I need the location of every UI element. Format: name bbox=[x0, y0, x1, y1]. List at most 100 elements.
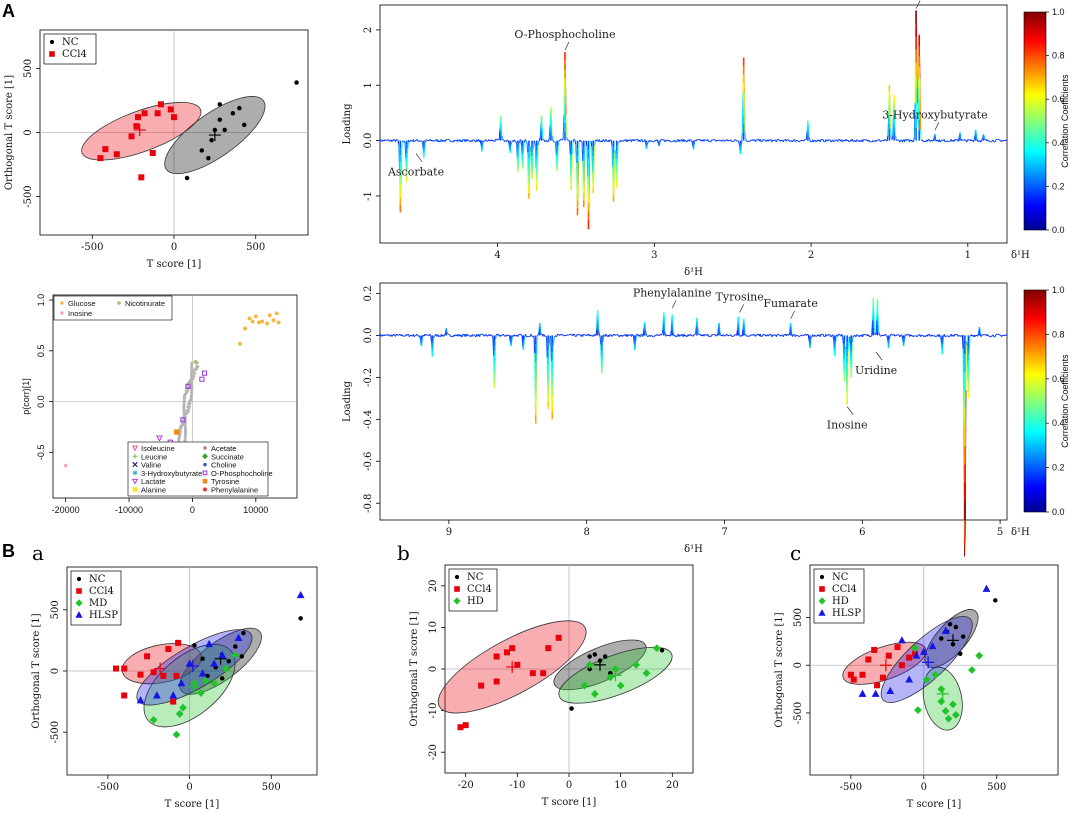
colorbar-tick-label: 0.4 bbox=[1052, 138, 1065, 148]
trace-segment bbox=[803, 139, 806, 141]
x-tick-label: -10 bbox=[509, 780, 525, 791]
x-tick-label: 2 bbox=[808, 250, 814, 261]
point-HLSP bbox=[928, 641, 937, 650]
x-tick-label: 10000 bbox=[243, 505, 268, 515]
trace-segment bbox=[641, 139, 644, 143]
trace-segment bbox=[949, 140, 951, 142]
trace-segment bbox=[473, 334, 476, 336]
trace-segment bbox=[859, 334, 862, 337]
point-MD bbox=[201, 676, 210, 685]
trace-segment bbox=[644, 139, 646, 143]
trace-segment bbox=[479, 334, 481, 337]
y-axis-label: Orthogonal T score [1] bbox=[31, 613, 42, 728]
trace-segment bbox=[477, 334, 479, 337]
trace-segment bbox=[566, 137, 568, 141]
annotation-leader bbox=[915, 0, 921, 9]
trace-segment bbox=[659, 334, 661, 337]
trace-segment bbox=[482, 140, 485, 143]
trace-segment bbox=[665, 139, 667, 143]
legend-marker-Leucine bbox=[132, 454, 138, 459]
y-tick-label: 0.5 bbox=[36, 345, 46, 358]
trace-segment bbox=[552, 337, 555, 346]
annotation-leader bbox=[415, 153, 423, 162]
background-variable-point bbox=[183, 427, 187, 431]
loading-trace bbox=[379, 10, 1008, 230]
trace-segment bbox=[855, 140, 857, 143]
trace-segment bbox=[498, 129, 501, 140]
trace-segment bbox=[800, 139, 802, 142]
trace-segment bbox=[557, 140, 560, 146]
point-HD bbox=[941, 707, 950, 715]
trace-segment bbox=[741, 92, 744, 133]
loading-plot-A_loading_top: 4 3 2 1 -1 0.0 1 2 δ¹H Loading δ¹H O-Phosphocholine… bbox=[342, 0, 1030, 278]
trace-segment bbox=[746, 335, 749, 337]
trace-segment bbox=[827, 139, 830, 141]
trace-segment bbox=[581, 141, 584, 162]
trace-segment bbox=[785, 139, 788, 142]
x-tick-label: 3 bbox=[651, 250, 657, 261]
trace-segment bbox=[647, 142, 649, 145]
trace-segment bbox=[380, 139, 382, 142]
trace-segment bbox=[526, 142, 529, 153]
x-axis-unit: δ¹H bbox=[1011, 250, 1030, 261]
trace-segment bbox=[874, 139, 877, 142]
trace-segment bbox=[957, 335, 960, 337]
legend-marker-HD bbox=[818, 597, 826, 605]
trace-segment bbox=[399, 334, 402, 337]
trace-segment bbox=[733, 334, 735, 337]
trace-segment bbox=[994, 334, 997, 337]
point-NC bbox=[960, 634, 966, 639]
trace-segment bbox=[999, 139, 1001, 141]
trace-segment bbox=[389, 139, 391, 142]
trace-segment bbox=[979, 140, 981, 142]
y-tick-label: -0.4 bbox=[363, 410, 374, 429]
trace-segment bbox=[573, 139, 576, 142]
centroid-CCl4 bbox=[879, 659, 892, 672]
plot-frame bbox=[809, 564, 1059, 776]
trace-segment bbox=[807, 333, 809, 336]
trace-segment bbox=[710, 335, 713, 337]
point-MD bbox=[149, 716, 158, 724]
trace-segment bbox=[961, 139, 963, 141]
trace-segment bbox=[502, 139, 505, 141]
point-Glucose bbox=[253, 314, 258, 319]
trace-segment bbox=[711, 334, 713, 336]
trace-segment bbox=[408, 335, 411, 338]
point-MD bbox=[231, 651, 240, 659]
point-NC bbox=[294, 80, 299, 85]
trace-segment bbox=[501, 334, 503, 336]
trace-segment bbox=[622, 140, 625, 142]
trace-segment bbox=[555, 142, 557, 155]
trace-segment bbox=[851, 138, 854, 141]
background-variable-point bbox=[183, 399, 186, 403]
trace-segment bbox=[842, 336, 844, 344]
trace-segment bbox=[724, 139, 726, 142]
trace-segment bbox=[785, 334, 788, 337]
trace-segment bbox=[635, 335, 637, 342]
trace-segment bbox=[501, 135, 504, 140]
trace-segment bbox=[895, 334, 898, 336]
legend-label-CCl4: CCl4 bbox=[62, 49, 87, 60]
trace-segment bbox=[999, 334, 1001, 336]
point-CCl4 bbox=[457, 724, 464, 731]
trace-segment bbox=[548, 138, 550, 142]
trace-segment bbox=[755, 140, 757, 142]
point-O-Phosphocholine bbox=[199, 376, 205, 382]
trace-segment bbox=[770, 139, 772, 142]
trace-segment bbox=[922, 334, 924, 337]
point-CCl4 bbox=[150, 669, 157, 676]
point-HD bbox=[944, 714, 953, 723]
trace-segment bbox=[612, 334, 614, 337]
trace-segment bbox=[651, 140, 653, 142]
point-HLSP bbox=[912, 651, 921, 659]
x-axis-label: T score [1] bbox=[147, 259, 202, 270]
trace-segment bbox=[734, 139, 737, 141]
annotation-inosine: Inosine bbox=[827, 419, 868, 432]
point-CCl4 bbox=[137, 671, 144, 678]
point-HLSP bbox=[210, 659, 218, 667]
point-CCl4 bbox=[894, 644, 901, 651]
trace-segment bbox=[998, 138, 1000, 141]
trace-segment bbox=[491, 334, 493, 337]
trace-segment bbox=[643, 140, 645, 143]
trace-segment bbox=[594, 139, 596, 146]
